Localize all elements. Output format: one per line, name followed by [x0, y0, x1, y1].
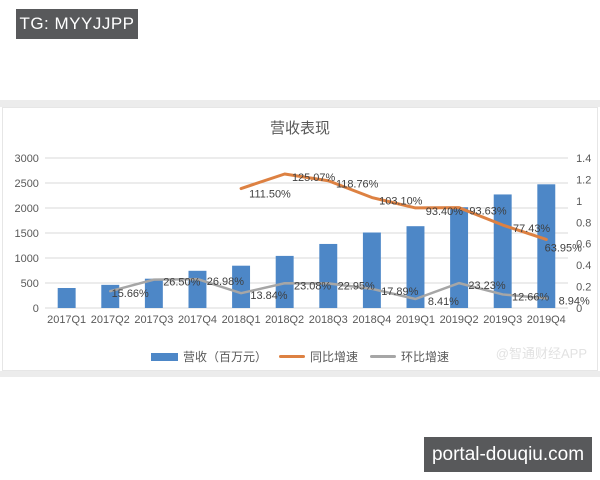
left-axis-tick: 500	[21, 278, 39, 290]
data-label: 26.50%	[163, 277, 200, 289]
data-label: 23.08%	[294, 280, 331, 292]
tg-badge: TG: MYYJJPP	[16, 9, 138, 39]
watermark: @智通财经APP	[495, 346, 587, 361]
bar-swatch-icon	[150, 352, 178, 361]
bar-2018Q1	[232, 265, 251, 308]
data-label: 118.76%	[336, 179, 379, 191]
left-axis-tick: 2500	[15, 178, 39, 190]
x-axis-tick: 2017Q1	[47, 314, 86, 326]
data-label: 26.98%	[207, 276, 244, 288]
legend-item-qoq: 环比增速	[370, 348, 449, 365]
qoq-line-swatch-icon	[370, 355, 396, 358]
data-label: 125.07%	[292, 172, 335, 184]
x-axis-tick: 2018Q1	[222, 314, 261, 326]
left-axis-tick: 0	[33, 303, 39, 315]
x-axis-tick: 2017Q4	[178, 314, 217, 326]
x-axis-tick: 2019Q2	[440, 314, 479, 326]
bar-2019Q1	[406, 226, 425, 308]
legend-item-yoy: 同比增速	[278, 348, 358, 365]
chart-panel: 0 500 1000 1500 2000 2500 3000 0 0.2 0.4 0.6 0.8 1 1.…	[2, 107, 598, 371]
right-axis-tick: 0.2	[576, 282, 591, 294]
x-axis-tick: 2017Q3	[134, 314, 173, 326]
data-label: 63.95%	[545, 242, 582, 254]
right-axis-tick: 0	[576, 303, 582, 315]
right-axis-tick: 1.2	[576, 174, 591, 186]
bar-2019Q2	[450, 207, 469, 308]
x-axis-tick: 2019Q4	[527, 314, 566, 326]
site-badge: portal-douqiu.com	[424, 437, 592, 472]
left-axis-tick: 3000	[15, 153, 39, 165]
left-axis-tick: 2000	[15, 203, 39, 215]
data-label: 111.50%	[249, 189, 291, 201]
data-label: 8.94%	[559, 295, 590, 307]
bar-2017Q1	[57, 288, 76, 308]
data-label: 22.95%	[338, 280, 375, 292]
right-axis-tick: 1	[576, 196, 582, 208]
x-axis-tick: 2018Q3	[309, 314, 348, 326]
data-label: 17.89%	[381, 286, 418, 298]
qoq-line	[109, 277, 548, 301]
data-label: 77.43%	[513, 223, 550, 235]
data-label: 93.40%	[426, 206, 463, 218]
bar-2018Q3	[319, 243, 338, 308]
right-axis-tick: 1.4	[576, 153, 591, 165]
chart-legend: 营收（百万元） 同比增速 环比增速	[3, 348, 597, 365]
data-label: 23.23%	[468, 280, 505, 292]
bar-2018Q2	[275, 255, 294, 308]
data-label: 93.63%	[469, 206, 506, 218]
x-axis-tick: 2019Q3	[483, 314, 522, 326]
legend-item-revenue: 营收（百万元）	[150, 348, 267, 365]
right-axis-tick: 0.6	[576, 239, 591, 251]
legend-label-revenue: 营收（百万元）	[182, 350, 267, 364]
right-axis-tick: 0.4	[576, 260, 591, 272]
data-label: 13.84%	[250, 290, 287, 302]
x-axis-tick: 2017Q2	[91, 314, 130, 326]
right-axis-tick: 0.8	[576, 217, 591, 229]
bar-2019Q4	[537, 184, 556, 308]
revenue-chart: 0 500 1000 1500 2000 2500 3000 0 0.2 0.4 0.6 0.8 1 1.…	[15, 153, 592, 326]
bar-2017Q3	[144, 278, 163, 308]
chart-title: 营收表现	[269, 120, 330, 137]
legend-label-qoq: 环比增速	[401, 350, 450, 364]
left-axis-tick: 1500	[15, 228, 39, 240]
divider-top	[0, 100, 600, 107]
data-label: 103.10%	[379, 196, 422, 208]
left-axis-tick: 1000	[15, 253, 39, 265]
legend-label-yoy: 同比增速	[309, 350, 358, 364]
yoy-line-swatch-icon	[278, 355, 305, 358]
divider-bottom	[0, 371, 600, 377]
x-axis-tick: 2019Q1	[396, 314, 435, 326]
x-axis-tick: 2018Q2	[265, 314, 304, 326]
yoy-line	[239, 172, 548, 241]
bar-2018Q4	[362, 232, 381, 308]
data-label: 8.41%	[428, 296, 459, 308]
data-label: 15.66%	[112, 288, 149, 300]
x-axis-tick: 2018Q4	[352, 314, 391, 326]
data-label: 12.66%	[512, 291, 549, 303]
